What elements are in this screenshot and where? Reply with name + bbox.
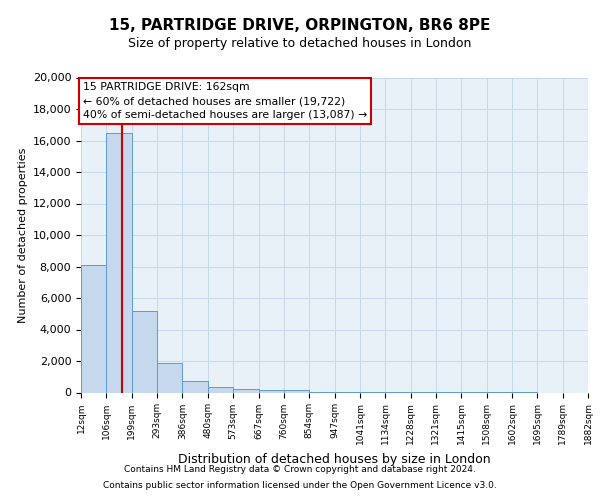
Bar [208,388,233,392]
Text: Size of property relative to detached houses in London: Size of property relative to detached ho… [128,38,472,51]
Text: 15, PARTRIDGE DRIVE, ORPINGTON, BR6 8PE: 15, PARTRIDGE DRIVE, ORPINGTON, BR6 8PE [109,18,491,32]
Bar [259,390,284,392]
Bar [157,362,182,392]
Y-axis label: Number of detached properties: Number of detached properties [19,148,28,322]
Text: 15 PARTRIDGE DRIVE: 162sqm
← 60% of detached houses are smaller (19,722)
40% of : 15 PARTRIDGE DRIVE: 162sqm ← 60% of deta… [83,82,367,120]
Text: Contains HM Land Registry data © Crown copyright and database right 2024.: Contains HM Land Registry data © Crown c… [124,464,476,473]
Bar [233,389,259,392]
Bar [81,265,106,392]
X-axis label: Distribution of detached houses by size in London: Distribution of detached houses by size … [178,452,491,466]
Bar [284,390,309,392]
Text: Contains public sector information licensed under the Open Government Licence v3: Contains public sector information licen… [103,480,497,490]
Bar [132,310,157,392]
Bar [182,382,208,392]
Bar [106,132,132,392]
